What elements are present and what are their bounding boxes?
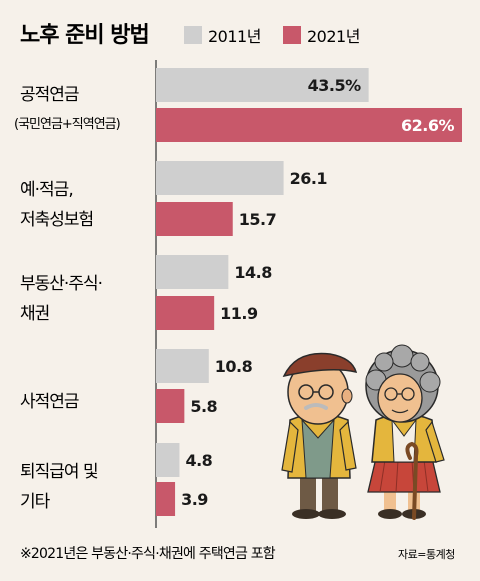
source-label: 자료=통계청 (398, 548, 455, 561)
bars-group: 43.5% 62.6% 26.1 15.7 14.8 11.9 10.8 5.8 4.8 3.9 (156, 68, 462, 516)
legend-swatch-2011 (184, 26, 202, 44)
value-label-2011-1: 26.1 (290, 169, 328, 188)
category-label-1-line-1: 저축성보험 (20, 210, 93, 230)
bar-2021-1 (156, 202, 233, 236)
bar-2011-1 (156, 161, 284, 195)
bar-2011-4 (156, 443, 180, 477)
bar-2021-2 (156, 296, 215, 330)
old-woman-icon (365, 344, 445, 520)
bar-2021-4 (156, 482, 176, 516)
category-label-4-line-0: 퇴직급여 및 (20, 462, 98, 482)
footnote: ※2021년은 부동산·주식·채권에 주택연금 포함 (20, 546, 276, 562)
category-label-0-line-0: 공적연금 (20, 85, 79, 105)
legend: 2011년 2021년 (184, 26, 360, 46)
bar-2011-2 (156, 255, 229, 289)
value-label-2021-4: 3.9 (181, 490, 208, 509)
bar-2011-3 (156, 349, 209, 383)
value-label-2011-2: 14.8 (234, 263, 272, 282)
bar-2011-0 (156, 68, 369, 102)
elderly-couple-icon (281, 344, 445, 520)
category-label-4-line-1: 기타 (20, 492, 51, 512)
bar-2021-0 (156, 108, 462, 142)
value-label-2021-0: 62.6% (401, 116, 454, 135)
legend-swatch-2021 (283, 26, 301, 44)
category-label-3-line-0: 사적연금 (20, 392, 79, 412)
value-label-2021-3: 5.8 (190, 397, 217, 416)
bar-2021-3 (156, 389, 185, 423)
old-man-icon (281, 352, 358, 519)
value-label-2011-3: 10.8 (215, 357, 253, 376)
category-label-2-line-1: 채권 (20, 304, 49, 324)
legend-label-2021: 2021년 (307, 27, 360, 46)
value-label-2021-2: 11.9 (220, 304, 258, 323)
chart-title: 노후 준비 방법 (20, 23, 149, 48)
value-label-2011-0: 43.5% (308, 76, 361, 95)
category-label-0-line-1: (국민연금+직역연금) (14, 117, 120, 132)
value-label-2011-4: 4.8 (185, 451, 212, 470)
legend-label-2011: 2011년 (208, 27, 261, 46)
category-label-1-line-0: 예·적금, (20, 180, 73, 200)
category-label-2-line-0: 부동산·주식· (20, 274, 102, 294)
value-label-2021-1: 15.7 (239, 210, 276, 229)
